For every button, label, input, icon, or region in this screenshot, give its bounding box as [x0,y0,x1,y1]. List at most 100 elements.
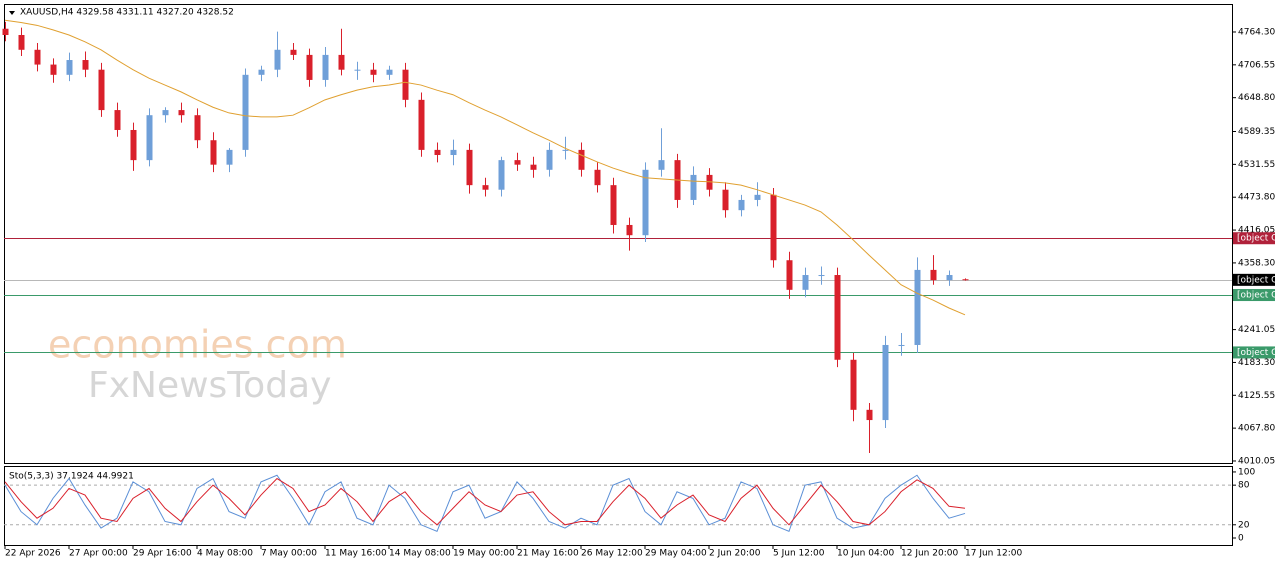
candle-body [2,28,9,35]
y-tick-label: 4531.55 [1238,160,1275,170]
x-tick-label: 10 Jun 04:00 [837,549,894,559]
x-tick-label: 4 May 08:00 [197,549,253,559]
y-tick-label: 4589.35 [1238,127,1275,137]
chart-title: XAUUSD,H4 4329.58 4331.11 4327.20 4328.5… [20,8,234,18]
x-tick-label: 17 Jun 12:00 [965,549,1022,559]
candle-body [402,69,409,100]
candle-body [210,140,217,165]
candle-body [306,54,313,80]
candle-body [818,275,825,277]
candle-body [850,359,857,410]
candle-body [898,344,905,346]
candle-body [690,174,697,200]
watermark: FxNewsToday [88,365,331,406]
price-label: [object Object] [1237,234,1280,244]
candle-body [226,149,233,165]
candle-body [274,49,281,70]
candle-body [162,110,169,116]
y-tick-label: 4648.80 [1238,93,1275,103]
candle-body [834,275,841,360]
candle-body [914,269,921,345]
y-tick-label: 4067.80 [1238,424,1275,434]
candle-body [386,69,393,75]
y-tick-label: 4010.05 [1238,456,1275,466]
price-label-box [1233,346,1275,359]
candle-body [930,269,937,281]
candle-body [706,174,713,190]
candle-body [802,275,809,290]
x-tick-label: 22 Apr 2026 [5,549,61,559]
price-label-box [1233,289,1275,302]
y-tick-label: 100 [1238,467,1255,477]
x-tick-label: 26 May 12:00 [581,549,643,559]
candle-body [882,344,889,421]
candle-body [738,199,745,211]
moving-average [4,19,966,316]
price-label-box [1233,232,1275,245]
x-tick-label: 7 May 00:00 [261,549,317,559]
candle-body [82,60,89,70]
candle-body [178,110,185,116]
candle-body [722,189,729,211]
x-tick-label: 21 May 16:00 [517,549,579,559]
candle-body [498,160,505,190]
y-tick-label: 4241.05 [1238,325,1275,335]
candle-body [434,149,441,156]
candle-body [562,149,569,151]
candle-body [34,49,41,65]
candle-body [578,149,585,170]
stochastic-line [4,477,966,526]
candle-body [130,129,137,161]
candle-body [466,149,473,186]
candle-body [786,260,793,290]
candle-body [610,185,617,225]
y-tick-label: 80 [1238,481,1250,491]
candle-body [946,275,953,281]
x-tick-label: 29 May 04:00 [645,549,707,559]
stochastic-pane [4,466,1233,546]
y-tick-label: 4473.80 [1238,193,1275,203]
candle-body [514,160,521,165]
candle-body [626,224,633,236]
y-tick-label: 4125.55 [1238,391,1275,401]
x-tick-label: 5 Jun 12:00 [773,549,825,559]
main-pane [4,4,1233,464]
candle-body [482,185,489,190]
candle-body [66,60,73,75]
candle-body [594,169,601,186]
x-tick-label: 14 May 08:00 [389,549,451,559]
y-tick-label: 4416.05 [1238,226,1275,236]
candle-body [258,69,265,75]
candle-body [290,49,297,55]
candle-body [338,54,345,70]
candle-body [370,69,377,75]
y-tick-label: 0 [1238,533,1244,543]
price-label: [object Object] [1237,275,1280,285]
candle-body [242,74,249,150]
candle-body [114,110,121,130]
menu-arrow [9,11,15,15]
x-tick-label: 19 May 00:00 [453,549,515,559]
candle-body [322,54,329,80]
candle-body [754,194,761,200]
candle-body [98,69,105,111]
x-tick-label: 2 Jun 20:00 [709,549,761,559]
price-label: [object Object] [1237,348,1280,358]
candle-body [962,279,969,281]
candle-body [658,160,665,170]
y-tick-label: 4358.30 [1238,258,1275,268]
y-tick-label: 4706.55 [1238,60,1275,70]
x-tick-label: 27 Apr 00:00 [69,549,128,559]
price-label-box [1233,273,1275,286]
y-tick-label: 4764.30 [1238,27,1275,37]
watermark: economies.com [48,323,347,367]
candle-body [866,409,873,421]
candle-body [418,99,425,150]
price-label: [object Object] [1237,291,1280,301]
candle-body [194,115,201,141]
x-tick-label: 12 Jun 20:00 [901,549,958,559]
y-tick-label: 4183.30 [1238,358,1275,368]
candle-body [770,194,777,261]
candle-body [50,64,57,75]
